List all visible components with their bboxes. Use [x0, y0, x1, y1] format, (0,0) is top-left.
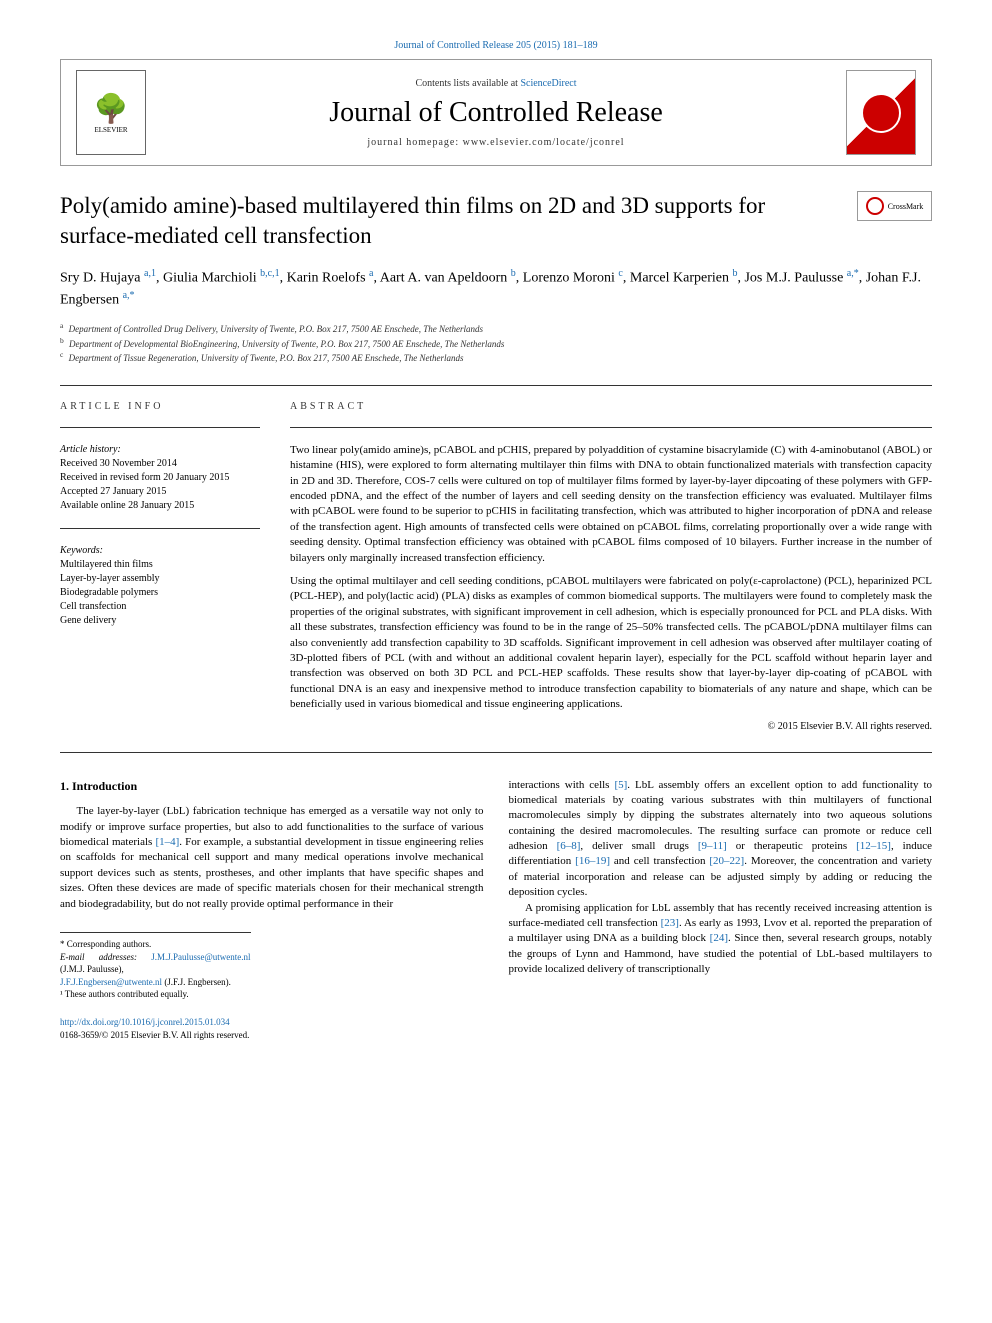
keyword-item: Layer-by-layer assembly — [60, 572, 260, 586]
online-date: Available online 28 January 2015 — [60, 499, 260, 513]
history-label: Article history: — [60, 443, 260, 457]
authors-list: Sry D. Hujaya a,1, Giulia Marchioli b,c,… — [60, 266, 932, 311]
ref-link[interactable]: [24] — [710, 932, 728, 944]
abstract-p2: Using the optimal multilayer and cell se… — [290, 574, 932, 713]
email-link-2[interactable]: J.F.J.Engbersen@utwente.nl — [60, 977, 162, 987]
footnotes: * Corresponding authors. E-mail addresse… — [60, 932, 251, 1001]
homepage-url[interactable]: www.elsevier.com/locate/jconrel — [463, 137, 625, 148]
elsevier-logo: 🌳 ELSEVIER — [76, 70, 146, 155]
intro-col1-p1: The layer-by-layer (LbL) fabrication tec… — [60, 804, 484, 912]
abstract-section: ABSTRACT Two linear poly(amido amine)s, … — [290, 401, 932, 732]
journal-name: Journal of Controlled Release — [161, 97, 831, 129]
abstract-copyright: © 2015 Elsevier B.V. All rights reserved… — [290, 721, 932, 732]
divider — [60, 385, 932, 386]
ref-link[interactable]: [5] — [614, 779, 627, 791]
keyword-item: Gene delivery — [60, 614, 260, 628]
ref-link[interactable]: [1–4] — [155, 836, 179, 848]
received-date: Received 30 November 2014 — [60, 457, 260, 471]
article-info-sidebar: ARTICLE INFO Article history: Received 3… — [60, 401, 260, 732]
crossmark-badge[interactable]: CrossMark — [857, 191, 932, 221]
corresponding-note: * Corresponding authors. — [60, 938, 251, 951]
crossmark-icon — [866, 197, 884, 215]
abstract-heading: ABSTRACT — [290, 401, 932, 412]
intro-col2-p2: A promising application for LbL assembly… — [509, 901, 933, 978]
affiliations: a Department of Controlled Drug Delivery… — [60, 321, 932, 365]
article-title: Poly(amido amine)-based multilayered thi… — [60, 191, 857, 251]
journal-cover-icon — [846, 70, 916, 155]
top-citation: Journal of Controlled Release 205 (2015)… — [60, 40, 932, 51]
sciencedirect-link[interactable]: ScienceDirect — [520, 78, 576, 89]
doi-link[interactable]: http://dx.doi.org/10.1016/j.jconrel.2015… — [60, 1017, 230, 1027]
keywords-label: Keywords: — [60, 544, 260, 558]
keywords-list: Multilayered thin filmsLayer-by-layer as… — [60, 558, 260, 628]
keyword-item: Multilayered thin films — [60, 558, 260, 572]
bottom-info: http://dx.doi.org/10.1016/j.jconrel.2015… — [60, 1016, 932, 1041]
email-link-1[interactable]: J.M.J.Paulusse@utwente.nl — [151, 952, 250, 962]
elsevier-tree-icon: 🌳 — [94, 92, 129, 126]
ref-link[interactable]: [16–19] — [575, 855, 610, 867]
body-text: 1. Introduction The layer-by-layer (LbL)… — [60, 778, 932, 1002]
ref-link[interactable]: [12–15] — [856, 840, 891, 852]
ref-link[interactable]: [20–22] — [709, 855, 744, 867]
accepted-date: Accepted 27 January 2015 — [60, 485, 260, 499]
ref-link[interactable]: [23] — [661, 917, 679, 929]
article-info-heading: ARTICLE INFO — [60, 401, 260, 412]
journal-header: 🌳 ELSEVIER Contents lists available at S… — [60, 59, 932, 166]
elsevier-label: ELSEVIER — [94, 126, 127, 134]
ref-link[interactable]: [9–11] — [698, 840, 727, 852]
revised-date: Received in revised form 20 January 2015 — [60, 471, 260, 485]
abstract-p1: Two linear poly(amido amine)s, pCABOL an… — [290, 443, 932, 566]
intro-col2-p1: interactions with cells [5]. LbL assembl… — [509, 778, 933, 901]
equal-contribution-note: ¹ These authors contributed equally. — [60, 988, 251, 1001]
contents-available: Contents lists available at ScienceDirec… — [161, 78, 831, 89]
intro-heading: 1. Introduction — [60, 778, 484, 795]
keyword-item: Biodegradable polymers — [60, 586, 260, 600]
journal-homepage: journal homepage: www.elsevier.com/locat… — [161, 137, 831, 148]
issn-copyright: 0168-3659/© 2015 Elsevier B.V. All right… — [60, 1029, 932, 1042]
ref-link[interactable]: [6–8] — [557, 840, 581, 852]
keyword-item: Cell transfection — [60, 600, 260, 614]
